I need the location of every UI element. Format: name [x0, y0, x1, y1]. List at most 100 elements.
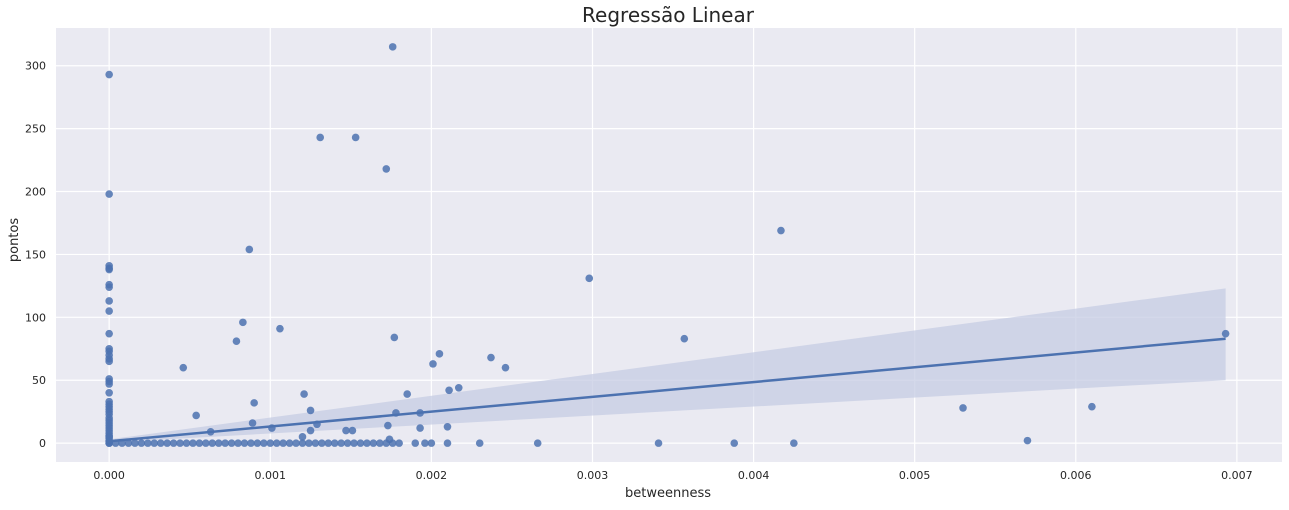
data-point [124, 439, 133, 447]
data-point [445, 386, 453, 395]
data-point [429, 360, 437, 368]
data-point [790, 439, 798, 447]
chart-title: Regressão Linear [582, 3, 755, 27]
data-point [385, 435, 394, 444]
y-axis-label: pontos [7, 218, 22, 262]
data-point [105, 265, 113, 274]
x-tick-label: 0.006 [1060, 469, 1092, 482]
y-axis-ticks: 0 50 100 150 200 250 300 [25, 60, 46, 450]
data-point [239, 318, 247, 327]
confidence-band [109, 288, 1226, 443]
data-point [343, 439, 352, 447]
data-point [253, 439, 262, 447]
data-point [169, 439, 178, 447]
data-point [266, 439, 275, 447]
data-point [260, 439, 268, 447]
data-point [363, 439, 371, 447]
data-point [654, 439, 663, 447]
y-tick-label: 100 [25, 311, 46, 324]
data-point [192, 411, 200, 420]
x-tick-label: 0.004 [738, 469, 770, 482]
data-point [324, 439, 333, 447]
data-point [351, 133, 360, 142]
data-point [411, 439, 420, 447]
data-point [245, 245, 254, 254]
y-tick-label: 0 [39, 437, 46, 450]
data-point [232, 337, 241, 346]
y-tick-label: 250 [25, 123, 46, 136]
data-point [156, 439, 165, 447]
x-tick-label: 0.000 [93, 469, 125, 482]
data-point [427, 439, 436, 447]
x-tick-label: 0.002 [416, 469, 448, 482]
data-point [195, 439, 204, 447]
data-point [350, 439, 358, 447]
data-point [369, 439, 378, 447]
data-point [959, 404, 967, 412]
data-point [533, 439, 542, 447]
data-point [227, 439, 236, 447]
data-point [105, 357, 113, 366]
data-point [730, 439, 739, 447]
data-point [221, 439, 229, 447]
data-point [247, 439, 255, 447]
data-point [292, 439, 300, 447]
data-point [1088, 402, 1096, 411]
data-point [680, 334, 689, 343]
regression-line-group [109, 337, 1226, 443]
data-point [179, 363, 188, 372]
data-point [298, 433, 307, 441]
data-point [105, 70, 113, 79]
data-point [388, 43, 397, 51]
data-point [585, 274, 594, 283]
y-tick-label: 300 [25, 60, 46, 73]
data-point [454, 383, 463, 392]
scatter-points [105, 43, 1230, 447]
data-point [356, 439, 365, 447]
data-point [306, 406, 315, 415]
data-point [131, 439, 139, 447]
data-point [443, 439, 452, 447]
data-point [330, 439, 339, 447]
data-point [285, 439, 294, 447]
data-point [305, 439, 313, 447]
data-point [376, 439, 384, 447]
x-axis-label: betweenness [625, 486, 711, 501]
data-point [501, 363, 510, 372]
data-point [300, 390, 308, 398]
data-point [176, 439, 184, 447]
data-point [318, 439, 326, 447]
confidence-band-group [109, 288, 1226, 443]
data-point [240, 439, 249, 447]
data-point [475, 439, 484, 447]
data-point [416, 424, 424, 432]
data-point [105, 190, 113, 198]
data-point [105, 307, 113, 315]
data-point [777, 226, 785, 235]
data-point [384, 421, 392, 430]
data-point [163, 439, 171, 447]
data-point [1221, 329, 1230, 338]
data-point [403, 390, 412, 398]
x-tick-label: 0.001 [255, 469, 287, 482]
data-point [234, 439, 242, 447]
data-point [298, 439, 307, 447]
data-point [250, 399, 258, 407]
data-point [421, 439, 429, 447]
data-point [311, 439, 320, 447]
data-point [337, 439, 345, 447]
x-axis-ticks: 0.000 0.001 0.002 0.003 0.004 0.005 0.006 0.007 [93, 469, 1252, 482]
data-point [248, 419, 257, 427]
x-tick-label: 0.005 [899, 469, 931, 482]
data-point [105, 297, 113, 305]
data-point [443, 422, 452, 431]
data-point [395, 439, 403, 447]
regression-line [109, 337, 1226, 443]
data-point [382, 165, 391, 173]
data-point [487, 353, 495, 362]
data-point [1023, 436, 1032, 445]
y-tick-label: 200 [25, 186, 46, 199]
data-point [390, 333, 399, 342]
